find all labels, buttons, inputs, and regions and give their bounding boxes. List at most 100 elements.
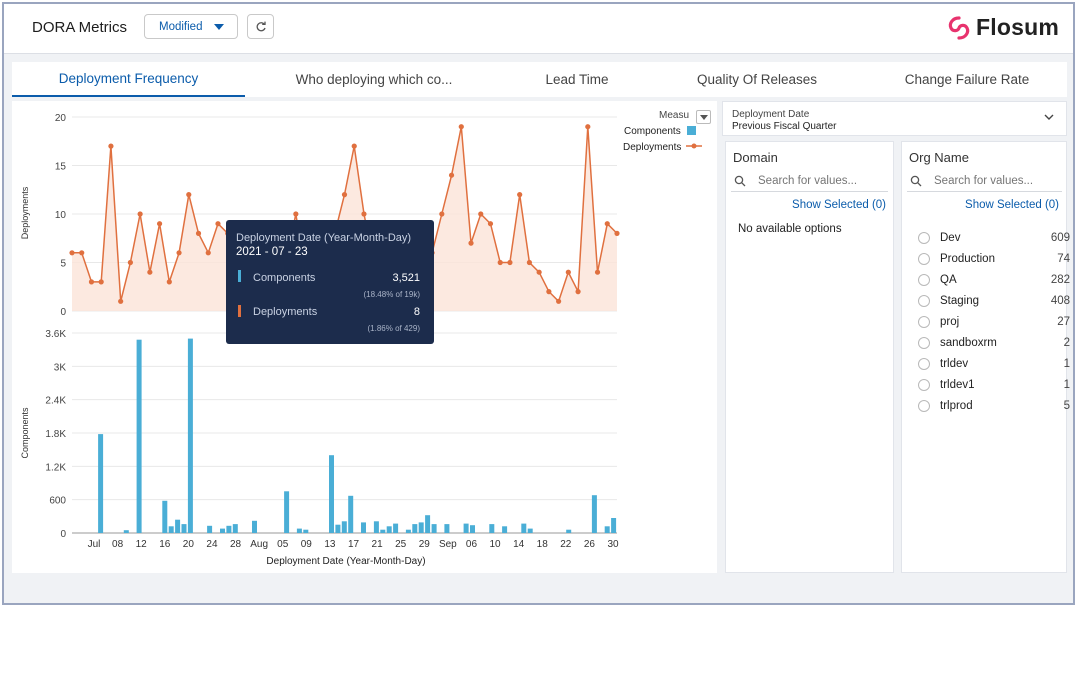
deployments-point — [565, 269, 571, 275]
x-tick-label: 24 — [206, 539, 218, 550]
radio-icon[interactable] — [918, 295, 930, 307]
brand-logo: Flosum — [946, 14, 1059, 41]
org-option-count: 609 — [1050, 232, 1070, 244]
components-bar — [181, 524, 187, 533]
deployments-point — [166, 279, 172, 285]
x-tick-label: Aug — [250, 539, 268, 550]
deployments-point — [351, 143, 357, 149]
x-tick-label: 29 — [419, 539, 431, 550]
org-option-trldev[interactable]: trldev 1 — [918, 355, 1070, 373]
deployments-point — [448, 172, 455, 178]
deployments-point — [293, 211, 299, 217]
domain-show-selected-link[interactable]: Show Selected (0) — [792, 199, 886, 211]
radio-icon[interactable] — [918, 253, 930, 265]
org-show-selected-link[interactable]: Show Selected (0) — [965, 199, 1059, 211]
domain-filter-title: Domain — [733, 150, 778, 165]
x-tick-label: 13 — [324, 539, 336, 550]
legend-components[interactable]: Components — [624, 126, 697, 137]
view-select-button[interactable]: Modified — [144, 14, 238, 39]
org-option-production[interactable]: Production 74 — [918, 250, 1070, 268]
org-option-count: 27 — [1057, 316, 1070, 328]
components-bar — [412, 524, 418, 533]
tab-bar: Deployment Frequency Who deploying which… — [12, 62, 1067, 97]
org-option-sandboxrm[interactable]: sandboxrm 2 — [918, 334, 1070, 352]
components-bar — [207, 525, 213, 533]
org-name-filter: Org Name Show Selected (0) Dev 609 Produc… — [901, 141, 1070, 573]
domain-search — [731, 170, 888, 192]
org-option-proj[interactable]: proj 27 — [918, 313, 1070, 331]
tab-deployment-frequency[interactable]: Deployment Frequency — [12, 62, 245, 97]
org-option-dev[interactable]: Dev 609 — [918, 229, 1070, 247]
components-bar — [341, 521, 347, 533]
radio-icon[interactable] — [918, 316, 930, 328]
legend-deployments[interactable]: Deployments — [623, 142, 703, 153]
deployments-point — [156, 221, 163, 227]
radio-icon[interactable] — [918, 358, 930, 370]
deployments-y-tick-label: 0 — [60, 307, 66, 318]
org-option-label: Staging — [940, 295, 980, 307]
org-option-label: Dev — [940, 232, 961, 244]
search-icon — [910, 175, 922, 186]
x-tick-label: 25 — [395, 539, 407, 550]
tab-quality-of-releases[interactable]: Quality Of Releases — [696, 72, 818, 87]
x-tick-label: 14 — [513, 539, 525, 550]
org-search-input[interactable] — [934, 174, 1044, 187]
components-bar — [444, 524, 450, 533]
tooltip-heading: Deployment Date (Year-Month-Day) — [236, 232, 412, 244]
deployments-point — [108, 143, 114, 149]
deployments-point — [205, 250, 211, 256]
tab-change-failure-rate[interactable]: Change Failure Rate — [904, 72, 1030, 87]
deployments-point — [507, 259, 513, 266]
deployments-point — [147, 269, 153, 275]
refresh-button[interactable] — [247, 14, 274, 39]
x-tick-label: 30 — [607, 539, 619, 550]
brand-name: Flosum — [976, 14, 1059, 40]
components-bar — [162, 500, 168, 533]
legend-deployments-label: Deployments — [623, 142, 682, 153]
deployments-point — [575, 289, 581, 295]
org-option-label: QA — [940, 274, 957, 286]
deployments-point — [478, 211, 484, 217]
org-option-trldev1[interactable]: trldev1 1 — [918, 376, 1070, 394]
radio-icon[interactable] — [918, 379, 930, 391]
org-option-trlprod[interactable]: trlprod 5 — [918, 397, 1070, 415]
deployments-point — [215, 221, 221, 227]
domain-search-input[interactable] — [758, 174, 868, 187]
radio-icon[interactable] — [918, 274, 930, 286]
filter-panel: Deployment Date Previous Fiscal Quarter … — [722, 101, 1070, 573]
tooltip-components-value: 3,521 — [392, 272, 420, 284]
legend-dropdown-button[interactable] — [696, 110, 711, 124]
x-tick-label: 09 — [301, 539, 313, 550]
components-bar — [470, 525, 475, 533]
legend-components-label: Components — [624, 126, 681, 137]
components-bar — [380, 529, 386, 533]
org-option-count: 282 — [1050, 274, 1070, 286]
components-bar — [123, 530, 129, 533]
deployments-area — [72, 126, 617, 311]
org-option-label: trlprod — [940, 400, 973, 412]
radio-icon[interactable] — [918, 337, 930, 349]
org-option-qa[interactable]: QA 282 — [918, 271, 1070, 289]
x-tick-label: 08 — [112, 539, 124, 550]
deployments-point — [585, 124, 591, 130]
radio-icon[interactable] — [918, 400, 930, 412]
x-axis-label: Deployment Date (Year-Month-Day) — [266, 556, 425, 567]
x-tick-label: 16 — [159, 539, 171, 550]
tab-lead-time[interactable]: Lead Time — [545, 72, 609, 87]
org-option-staging[interactable]: Staging 408 — [918, 292, 1070, 310]
date-filter-dropdown[interactable]: Deployment Date Previous Fiscal Quarter — [722, 101, 1067, 136]
radio-icon[interactable] — [918, 232, 930, 244]
org-filter-title: Org Name — [909, 150, 969, 165]
combo-chart[interactable]: 20 15 10 5 0 Deployments 3.6K 3K 2.4K 1.8K 1.2K 600… — [12, 101, 717, 573]
components-bar — [335, 524, 341, 533]
tab-who-deploying[interactable]: Who deploying which co... — [295, 72, 453, 87]
deployments-point — [546, 289, 552, 295]
org-search — [907, 170, 1062, 192]
deployments-point — [127, 259, 133, 266]
components-bar — [386, 526, 392, 533]
domain-filter: Domain Show Selected (0) No available op… — [725, 141, 894, 573]
org-option-label: sandboxrm — [940, 337, 997, 349]
deployments-point — [614, 230, 620, 236]
deployments-point — [98, 279, 104, 285]
components-y-tick-label: 3K — [54, 362, 67, 373]
